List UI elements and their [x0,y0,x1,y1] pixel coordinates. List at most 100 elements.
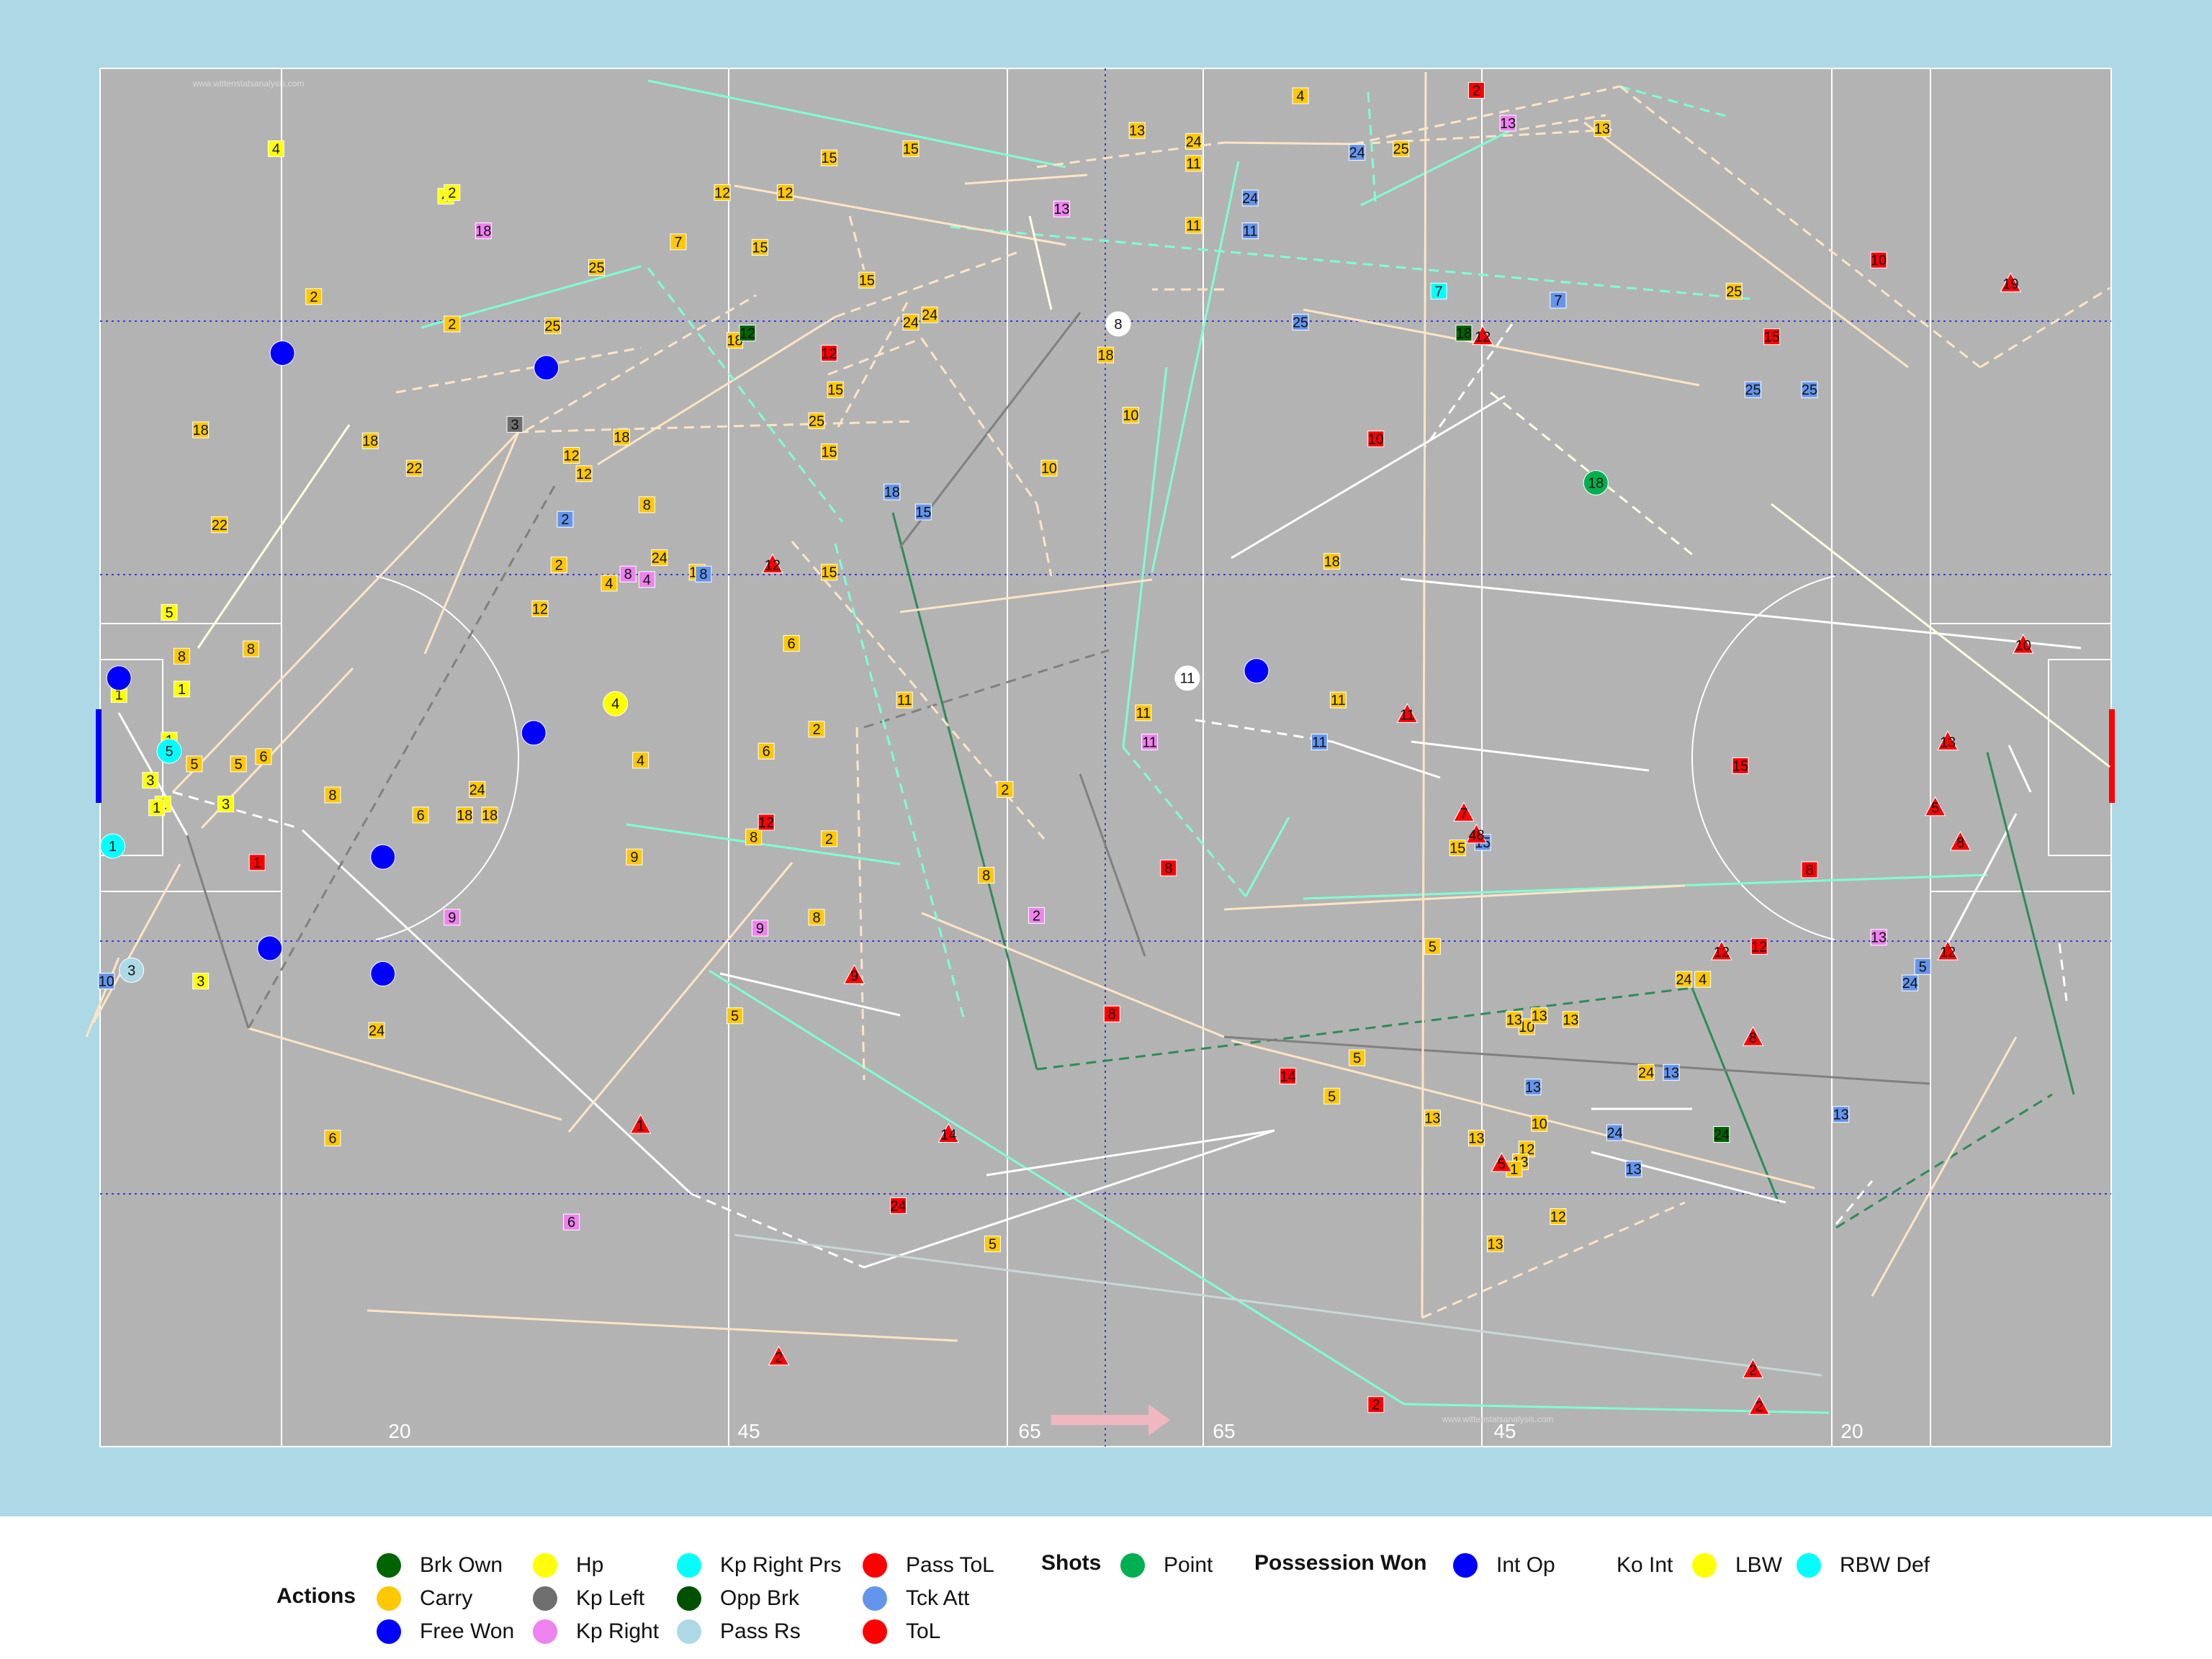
event-square [1593,120,1611,138]
event-square [651,549,668,566]
event-marker: 12 [1550,1208,1567,1226]
event-label: 2 [1749,1363,1757,1379]
event-square [1028,907,1045,924]
event-marker: 18 [361,432,379,449]
pass-line [85,957,120,1038]
event-square [978,867,995,884]
event-label: 25 [588,260,604,276]
event-label: 2 [555,558,563,574]
event-triangle [1711,940,1732,961]
event-square [1292,313,1309,331]
event-square [739,325,756,342]
event-square [902,140,920,158]
pass-line [899,578,1153,613]
event-label: 19 [2002,276,2018,292]
event-marker: 15 [751,238,768,256]
event-marker: 6 [783,635,800,652]
event-marker: 2 [808,721,825,738]
pass-line [1303,308,1700,387]
event-triangle [1742,1358,1764,1379]
event-circle [370,961,396,986]
event-square [1625,1161,1642,1178]
event-marker: 11 [896,691,913,709]
event-square [1424,938,1441,955]
pass-line [1036,986,1693,1071]
event-marker: 25 [1744,381,1761,398]
event-label: 24 [469,782,485,798]
legend-swatch-icon [677,1553,701,1578]
event-marker: 8 [1949,830,1972,851]
line-label-4: 45 [1493,1420,1516,1442]
pass-line [1411,740,1650,772]
event-label: 7 [674,235,682,251]
event-label: 11 [1331,693,1346,709]
pass-line [1353,128,1614,145]
event-marker: 13 [1833,1106,1850,1123]
event-label: 11 [1136,706,1151,721]
event-label: 2 [448,185,456,201]
event-label: 9 [448,910,456,926]
event-label: 48 [1468,828,1484,844]
event-square [1833,1106,1850,1123]
event-marker: 24 [889,1197,907,1214]
event-label: 11 [1243,224,1258,240]
event-marker: 4 [1292,87,1309,104]
event-marker: 8 [695,565,712,583]
legend-swatch-icon [1692,1553,1717,1578]
event-square [1499,114,1516,132]
legend-item: Pass ToL [863,1551,994,1580]
pass-line [1519,114,1606,131]
event-label: 18 [475,224,491,240]
event-marker: 12 [820,344,837,361]
event-label: 5 [190,757,198,773]
event-square [211,516,228,534]
event-marker: 13 [1467,1130,1485,1147]
event-label: 4 [272,142,280,158]
event-square [588,258,606,276]
event-label: 8 [1749,1030,1757,1046]
event-square [914,503,932,521]
event-label: 1 [109,839,117,855]
event-marker: 4 [603,691,629,716]
event-square [1122,407,1139,424]
event-label: 22 [406,461,422,477]
event-label: 13 [1663,1065,1679,1081]
right-arc [1691,575,1835,940]
event-marker: 24 [921,306,938,323]
pass-line [1835,1093,2053,1229]
pass-line [2058,943,2068,1002]
event-label: 18 [727,333,742,349]
event-marker: 24 [1713,1125,1730,1143]
event-square [267,140,284,158]
pass-line [1986,752,2075,1095]
event-marker: 11 [1135,704,1152,721]
event-marker: 11 [1241,222,1259,240]
event-marker: 2 [1742,1358,1764,1379]
event-label: 11 [1180,671,1195,687]
legend-actions-title: Actions [276,1584,356,1608]
pass-line [197,424,351,649]
event-marker: 1 [148,799,166,817]
event-square [632,752,649,769]
event-label: 4 [611,696,619,712]
pass-line [423,431,520,655]
event-circle [521,720,547,746]
pass-line [1421,71,1427,1318]
event-label: 10 [99,974,114,990]
event-label: 25 [1292,315,1308,331]
event-label: 10 [1041,461,1057,477]
event-label: 4 [605,576,613,592]
event-square [544,317,561,334]
legend-item: Ko Int [1573,1551,1673,1580]
event-marker: 15 [820,149,837,166]
event-marker: 2 [305,288,323,305]
event-marker: 24 [1606,1124,1623,1141]
legend-label: Free Won [420,1619,515,1643]
event-label: 15 [821,444,837,460]
event-label: 12 [1751,939,1767,955]
legend-swatch-icon [677,1586,701,1611]
event-marker: 12 [531,600,549,617]
event-label: 1 [637,1118,644,1134]
event-marker: 3 [506,415,523,433]
event-marker: 7 [670,233,687,251]
